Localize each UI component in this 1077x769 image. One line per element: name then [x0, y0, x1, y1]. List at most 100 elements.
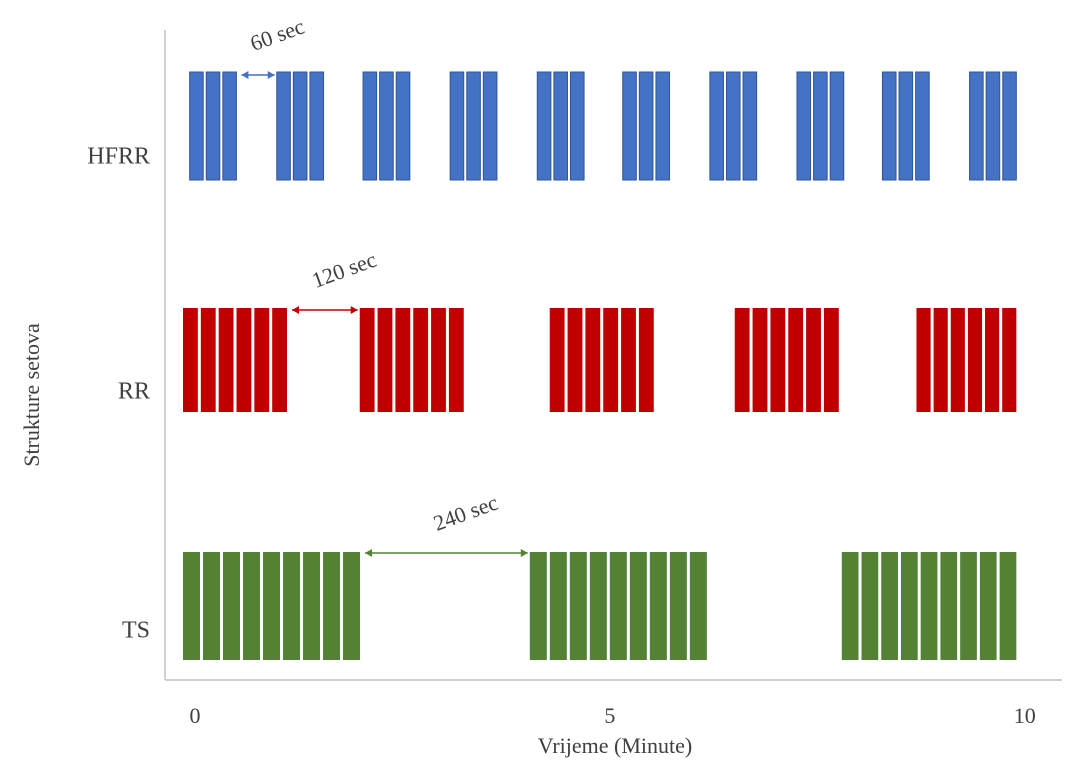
rep-bar: [183, 552, 201, 660]
rep-bar: [482, 71, 498, 181]
rep-bar: [915, 71, 930, 181]
rep-bar: [549, 552, 567, 660]
x-tick-label: 0: [190, 703, 201, 728]
rep-bar: [689, 552, 707, 660]
rep-bar: [900, 552, 918, 660]
rep-bar: [236, 308, 252, 412]
rep-bar: [395, 71, 411, 181]
rep-bar: [655, 71, 671, 181]
rep-bar: [466, 71, 481, 181]
rep-bar: [916, 308, 931, 412]
rep-bar: [752, 308, 768, 412]
rep-bar: [806, 308, 821, 412]
rep-bar: [933, 308, 948, 412]
rep-bar: [283, 552, 301, 660]
rep-bar: [898, 71, 914, 181]
rep-bar: [431, 308, 446, 412]
rep-bar: [829, 71, 845, 181]
rep-bar: [303, 552, 321, 660]
rep-bar: [189, 71, 204, 181]
rep-bar: [709, 71, 724, 181]
rep-bar: [449, 71, 465, 181]
rep-bar: [309, 71, 325, 181]
rep-bar: [622, 71, 637, 181]
arrow-head: [292, 306, 358, 314]
rep-bar: [272, 308, 288, 412]
rep-bar: [967, 308, 983, 412]
rep-bar: [669, 552, 687, 660]
category-label: HFRR: [87, 144, 150, 170]
rep-bar: [263, 552, 281, 660]
rep-bar: [979, 552, 997, 660]
rep-bar: [1002, 308, 1017, 412]
x-tick-label: 5: [604, 703, 615, 728]
rep-bar: [1002, 71, 1017, 181]
rep-bar: [243, 552, 261, 660]
rep-bar: [621, 308, 636, 412]
rep-bar: [985, 308, 1000, 412]
rep-bar: [788, 308, 804, 412]
rep-bar: [609, 552, 627, 660]
rep-bar: [950, 308, 965, 412]
rep-bar: [589, 552, 607, 660]
rep-bar: [205, 71, 221, 181]
category-label: TS: [122, 618, 150, 644]
rep-bar: [569, 71, 585, 181]
rep-bar: [223, 552, 241, 660]
gap-label: 120 sec: [308, 246, 379, 292]
rep-bar: [960, 552, 977, 660]
rep-bar: [734, 308, 750, 412]
rep-bar: [861, 552, 879, 660]
rep-bar: [796, 71, 812, 181]
rep-bar: [638, 71, 654, 181]
rep-bar: [323, 552, 341, 660]
rep-bar: [823, 308, 839, 412]
rep-bar: [742, 71, 758, 181]
rep-bar: [343, 552, 361, 660]
rep-bar: [649, 552, 667, 660]
rep-bar: [569, 552, 587, 660]
rep-bar: [359, 308, 375, 412]
rep-bar: [940, 552, 958, 660]
rep-bar: [920, 552, 938, 660]
rep-bar: [999, 552, 1017, 660]
rep-bar: [413, 308, 429, 412]
arrow-head: [241, 71, 275, 79]
rep-bar: [254, 308, 270, 412]
rep-bar: [841, 552, 859, 660]
gap-label: 60 sec: [247, 13, 308, 56]
x-tick-label: 10: [1014, 703, 1036, 728]
rep-bar: [553, 71, 568, 181]
rep-bar: [985, 71, 1001, 181]
rep-bar: [585, 308, 601, 412]
rep-bar: [549, 308, 565, 412]
rep-bar: [200, 308, 216, 412]
x-axis-title: Vrijeme (Minute): [538, 733, 692, 758]
category-label: RR: [118, 379, 150, 405]
rep-bar: [881, 71, 897, 181]
rep-bar: [448, 308, 464, 412]
rep-bar: [770, 308, 786, 412]
y-axis-title: Strukture setova: [19, 323, 44, 467]
rep-bar: [222, 71, 237, 181]
rep-bar: [276, 71, 291, 181]
rep-bar: [292, 71, 308, 181]
rep-bar: [395, 308, 411, 412]
rep-bar: [638, 308, 654, 412]
rep-bar: [603, 308, 619, 412]
rep-bar: [362, 71, 378, 181]
gap-label: 240 sec: [430, 489, 501, 535]
rep-bar: [218, 308, 234, 412]
rep-bar: [529, 552, 547, 660]
rep-bar: [881, 552, 898, 660]
rep-bar: [377, 308, 393, 412]
rep-bar: [725, 71, 741, 181]
rep-bar: [203, 552, 221, 660]
rep-bar: [536, 71, 552, 181]
rep-bar: [567, 308, 583, 412]
rep-bar: [969, 71, 984, 181]
rep-bar: [183, 308, 198, 412]
rep-bar: [813, 71, 828, 181]
rep-bar: [629, 552, 647, 660]
